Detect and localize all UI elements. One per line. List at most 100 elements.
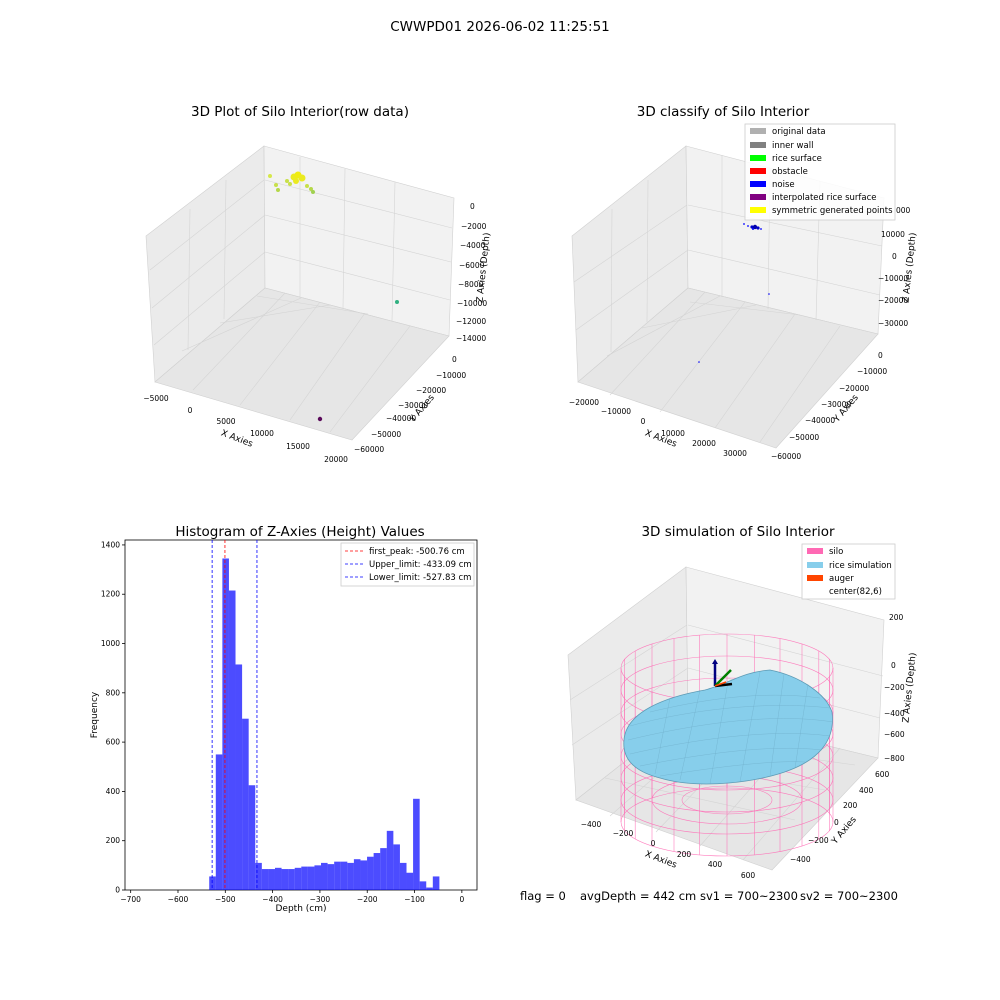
legend-label: silo xyxy=(829,547,843,557)
histogram-bar xyxy=(314,865,322,890)
legend-label: Upper_limit: -433.09 cm xyxy=(369,560,472,570)
histogram-bar xyxy=(255,862,262,890)
raw-z-ticks: 0 −2000 −4000 −6000 −8000 −10000 −12000 … xyxy=(456,202,487,343)
tick-label: 200 xyxy=(843,801,858,810)
legend-label: noise xyxy=(772,180,795,190)
status-avg-depth: avgDepth = 442 cm xyxy=(580,889,696,903)
tick-label: 30000 xyxy=(723,449,747,458)
histogram-bar xyxy=(347,862,354,890)
simulation-z-ticks: 200 0 −200 −400 −600 −800 xyxy=(884,613,905,763)
histogram-bar xyxy=(360,860,368,890)
tick-label: −40000 xyxy=(386,414,416,423)
tick-label: −30000 xyxy=(398,401,428,410)
panel-raw-data: 3D Plot of Silo Interior(row data) xyxy=(143,104,492,464)
histogram-bar xyxy=(327,864,335,890)
tick-label: −10000 xyxy=(601,407,631,416)
y-tick-label: 1200 xyxy=(101,590,120,599)
tick-label: −10000 xyxy=(436,371,466,380)
tick-label: 0 xyxy=(891,661,896,670)
tick-label: 0 xyxy=(651,839,656,848)
status-sv2: sv2 = 700~2300 xyxy=(800,889,898,903)
tick-label: −8000 xyxy=(458,280,484,289)
legend-label: inner wall xyxy=(772,141,813,151)
histogram-bar xyxy=(261,869,269,890)
histogram-bar xyxy=(426,887,433,890)
simulation-x-ticks: −400 −200 0 200 400 600 xyxy=(581,820,756,880)
histogram-bar xyxy=(222,558,229,890)
tick-label: −20000 xyxy=(839,384,869,393)
tick-label: 200 xyxy=(677,850,692,859)
legend-label: center(82,6) xyxy=(829,587,882,597)
tick-label: −5000 xyxy=(143,394,169,403)
x-tick-label: 0 xyxy=(459,895,464,904)
y-tick-label: 200 xyxy=(106,836,121,845)
tick-label: 0 xyxy=(834,818,839,827)
simulation-legend: silo rice simulation auger center(82,6) xyxy=(801,543,896,600)
histogram-bar xyxy=(353,859,361,890)
histogram-bar xyxy=(281,869,289,890)
tick-label: 10000 xyxy=(881,230,905,239)
legend-label: first_peak: -500.76 cm xyxy=(369,547,465,557)
x-tick-label: −600 xyxy=(168,895,189,904)
histogram-bar xyxy=(209,876,216,890)
legend-item-center: center(82,6) xyxy=(829,587,882,597)
tick-label: −400 xyxy=(581,820,602,829)
tick-label: −20000 xyxy=(878,296,908,305)
tick-label: 20000 xyxy=(324,455,348,464)
legend-item-rice-simulation: rice simulation xyxy=(807,561,892,571)
histogram-bars xyxy=(209,558,440,890)
classify-legend: 000 original data inner wall rice surfac… xyxy=(744,123,911,221)
histogram-bar xyxy=(334,861,341,890)
tick-label: 400 xyxy=(859,786,874,795)
y-tick-label: 400 xyxy=(106,787,121,796)
classify-points xyxy=(698,223,770,363)
tick-label: −14000 xyxy=(456,334,486,343)
tick-label: 0 xyxy=(452,355,457,364)
legend-label: auger xyxy=(829,574,854,584)
histogram-bar xyxy=(386,830,394,890)
histogram-bar xyxy=(432,876,440,890)
histogram-plot-area xyxy=(124,539,478,891)
histogram-bar xyxy=(321,862,328,890)
legend-item-silo: silo xyxy=(807,547,843,557)
histogram-bar xyxy=(367,856,374,890)
tick-label: 5000 xyxy=(216,417,235,426)
classify-zlabel: Z Axies (Depth) xyxy=(901,232,918,303)
legend-label: original data xyxy=(772,127,826,137)
tick-label: −2000 xyxy=(461,222,487,231)
histogram-legend: first_peak: -500.76 cm Upper_limit: -433.… xyxy=(340,542,475,587)
raw-axes-box xyxy=(145,145,455,441)
legend-item-symmetric-generated-points: symmetric generated points xyxy=(750,206,893,216)
status-sv1: sv1 = 700~2300 xyxy=(700,889,798,903)
x-tick-label: −100 xyxy=(404,895,425,904)
tick-label: −800 xyxy=(884,754,905,763)
tick-label: −600 xyxy=(884,730,905,739)
histogram-bar xyxy=(406,872,414,890)
status-line: flag = 0 avgDepth = 442 cm sv1 = 700~230… xyxy=(520,889,898,903)
histogram-bar xyxy=(215,754,223,890)
histogram-bar xyxy=(242,718,249,890)
y-tick-label: 800 xyxy=(106,688,121,697)
legend-item-noise: noise xyxy=(750,180,795,190)
histogram-bar xyxy=(419,881,427,890)
panel-simulation-title: 3D simulation of Silo Interior xyxy=(641,524,835,540)
x-tick-label: −300 xyxy=(310,895,331,904)
tick-label: −20000 xyxy=(569,398,599,407)
simulation-y-ticks: 600 400 200 0 −200 −400 xyxy=(790,770,890,864)
tick-label: −10000 xyxy=(457,299,487,308)
raw-xlabel: X Axies xyxy=(219,429,254,450)
tick-label: −400 xyxy=(884,709,905,718)
tick-label: 0 xyxy=(878,351,883,360)
raw-y-ticks: 0 −10000 −20000 −30000 −40000 −50000 −60… xyxy=(354,355,466,454)
histogram-xlabel: Depth (cm) xyxy=(275,904,326,914)
y-tick-label: 600 xyxy=(106,738,121,747)
tick-label: 10000 xyxy=(661,429,685,438)
tick-label: 0 xyxy=(892,252,897,261)
y-tick-label: 1000 xyxy=(101,639,120,648)
histogram-bar xyxy=(248,785,256,890)
tick-label: 0 xyxy=(188,406,193,415)
tick-label: −30000 xyxy=(878,319,908,328)
status-flag: flag = 0 xyxy=(520,889,566,903)
rice-surface xyxy=(623,669,834,785)
tick-label: −4000 xyxy=(460,241,486,250)
